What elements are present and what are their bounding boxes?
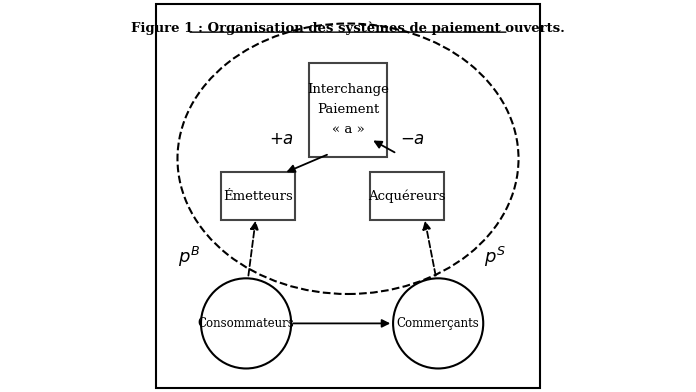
FancyBboxPatch shape [156,4,540,388]
Text: $+a$: $+a$ [269,131,294,148]
Text: $p^{S}$: $p^{S}$ [484,245,506,269]
FancyBboxPatch shape [221,172,295,220]
Text: $-a$: $-a$ [400,131,425,148]
Text: Acquéreurs: Acquéreurs [368,189,445,203]
FancyBboxPatch shape [370,172,444,220]
Text: Interchange
Paiement
« a »: Interchange Paiement « a » [307,83,389,136]
Text: Figure 1 : Organisation des systèmes de paiement ouverts.: Figure 1 : Organisation des systèmes de … [131,22,565,35]
Text: Consommateurs: Consommateurs [198,317,294,330]
FancyBboxPatch shape [309,63,387,157]
Circle shape [201,278,291,368]
Text: Commerçants: Commerçants [397,317,480,330]
Text: $p^{B}$: $p^{B}$ [178,245,200,269]
Text: Émetteurs: Émetteurs [223,189,293,203]
Circle shape [393,278,483,368]
